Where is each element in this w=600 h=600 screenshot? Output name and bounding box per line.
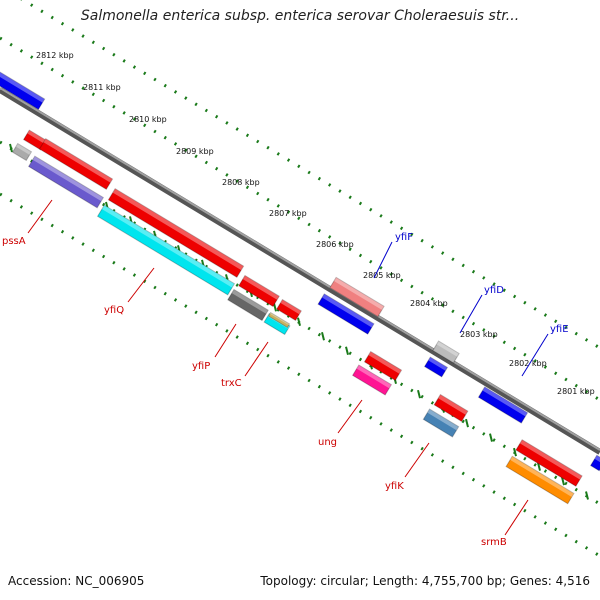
gene-label-pssa[interactable]: pssA [2,199,53,247]
gene-label-yfid[interactable]: yfiD [459,285,504,334]
reverse-feature[interactable] [227,288,269,322]
svg-text:yfiD: yfiD [484,285,504,296]
gene-label-yfip[interactable]: yfiP [192,323,237,372]
ruler-tick [321,332,325,341]
accession-text: Accession: NC_006905 [8,574,145,588]
reverse-feature[interactable] [22,129,48,151]
scale-label: 2809 kbp [176,147,214,156]
ruler-tick [273,303,277,312]
forward-feature[interactable] [432,340,460,364]
ruler-tick [561,476,565,486]
gene-label-trxc[interactable]: trxC [221,341,269,389]
backbone [0,87,600,455]
svg-text:srmB: srmB [481,537,507,548]
scale-label: 2805 kbp [363,271,401,280]
scale-label: 2802 kbp [509,359,547,368]
svg-text:yfiQ: yfiQ [104,305,124,316]
svg-text:yfiK: yfiK [385,481,404,492]
ruler-tick [513,447,517,457]
reverse-feature[interactable] [96,204,236,296]
reverse-feature[interactable] [238,274,280,308]
scale-label: 2810 kbp [129,115,167,124]
svg-text:ung: ung [318,437,337,448]
forward-feature[interactable] [589,454,600,472]
forward-feature[interactable] [477,386,529,424]
topology-text: Topology: circular; Length: 4,755,700 bp… [260,574,590,588]
ruler-tick [465,418,469,428]
ruler-tick [489,433,493,442]
gene-label-yfiq[interactable]: yfiQ [104,267,155,316]
reverse-feature[interactable] [505,455,575,505]
ruler-line [0,36,600,402]
scale-label: 2803 kbp [460,330,498,339]
gene-labels[interactable]: yfiF yfiD yfiE pssA yfiQ yfiP trxC ung yfiK srmB [2,199,569,548]
scale-label: 2801 kbp [557,387,595,396]
scale-label: 2806 kbp [316,240,354,249]
ruler-tick [417,389,421,399]
map-title: Salmonella enterica subsp. enterica sero… [80,8,520,24]
ruler-tick [297,317,301,327]
reverse-feature[interactable] [422,408,460,438]
ruler-tick [345,346,349,355]
reverse-feature[interactable] [276,298,302,322]
ruler-tick [537,462,541,471]
forward-feature[interactable] [317,293,375,335]
reverse-feature[interactable] [107,188,245,278]
svg-text:yfiF: yfiF [395,232,413,243]
scale-label: 2808 kbp [222,178,260,187]
ruler-line [0,192,600,558]
ruler-tick [585,491,589,500]
svg-text:yfiE: yfiE [550,324,569,335]
svg-text:pssA: pssA [2,236,26,247]
svg-text:trxC: trxC [221,378,242,389]
gene-label-yfik[interactable]: yfiK [385,442,430,492]
svg-text:yfiP: yfiP [192,361,210,372]
reverse-feature[interactable] [267,311,291,329]
forward-feature[interactable] [329,276,385,318]
reverse-feature[interactable] [433,393,469,423]
scale-label: 2811 kbp [83,83,121,92]
gene-label-yfif[interactable]: yfiF [373,232,413,279]
scale-label: 2807 kbp [269,209,307,218]
reverse-feature[interactable] [351,364,393,396]
reverse-feature[interactable] [363,350,403,382]
scale-label: 2812 kbp [36,51,74,60]
gene-label-srmb[interactable]: srmB [481,499,529,548]
reverse-feature[interactable] [38,138,114,190]
scale-label: 2804 kbp [410,299,448,308]
reverse-feature[interactable] [27,155,105,209]
gene-label-ung[interactable]: ung [318,399,363,448]
ruler-tick [9,143,13,153]
gene-label-yfie[interactable]: yfiE [521,324,569,377]
forward-feature[interactable] [423,356,449,378]
forward-feature[interactable] [0,69,46,111]
scale-labels: 2812 kbp 2811 kbp 2810 kbp 2809 kbp 2808 kbp… [36,51,595,396]
reverse-feature[interactable] [11,142,33,162]
reverse-feature[interactable] [515,439,583,487]
feature-blocks[interactable] [0,69,600,505]
